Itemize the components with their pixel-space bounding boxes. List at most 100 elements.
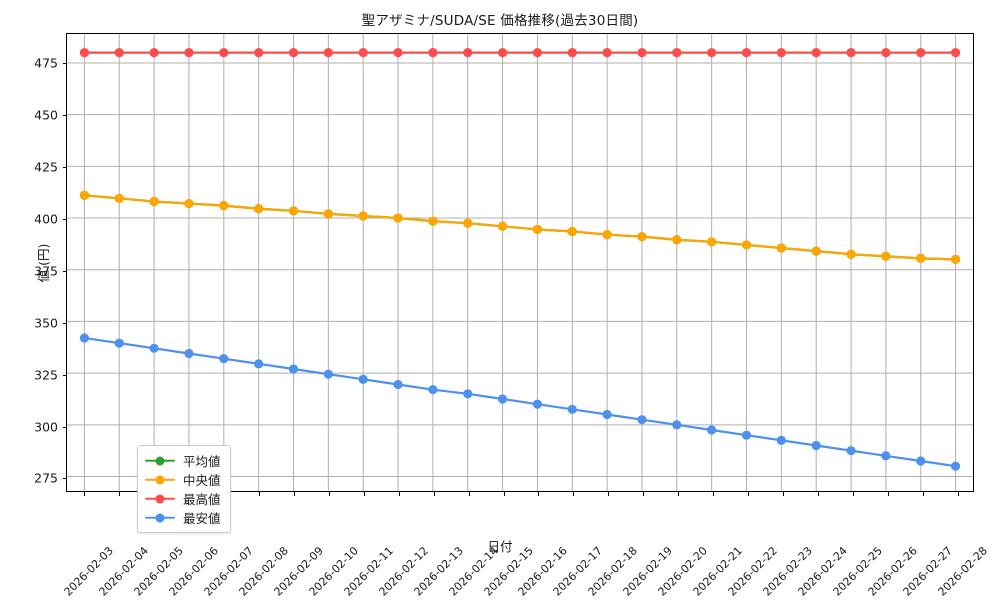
x-tick-mark bbox=[887, 491, 889, 496]
x-tick-mark bbox=[782, 491, 784, 496]
data-point bbox=[219, 48, 229, 58]
y-tick-mark bbox=[62, 218, 67, 220]
data-point bbox=[776, 48, 786, 58]
data-point bbox=[149, 196, 159, 207]
data-point bbox=[463, 48, 473, 58]
y-tick-label: 325 bbox=[34, 367, 58, 383]
data-point bbox=[254, 204, 264, 214]
x-tick-mark bbox=[433, 491, 435, 496]
data-point bbox=[149, 343, 159, 353]
data-point bbox=[916, 456, 926, 466]
y-tick-mark bbox=[62, 374, 67, 376]
data-point bbox=[950, 461, 961, 471]
y-tick-label: 400 bbox=[34, 211, 58, 227]
data-point bbox=[567, 48, 577, 58]
legend-swatch-icon bbox=[145, 512, 175, 524]
data-point bbox=[219, 201, 229, 211]
data-point bbox=[602, 230, 612, 240]
legend-swatch-icon bbox=[145, 493, 175, 505]
y-tick-label: 425 bbox=[34, 159, 58, 175]
data-point bbox=[254, 48, 264, 58]
legend-item[interactable]: 中央値 bbox=[145, 470, 221, 489]
data-point bbox=[637, 48, 647, 58]
y-tick-mark bbox=[62, 166, 67, 168]
data-point bbox=[79, 190, 90, 200]
data-point bbox=[358, 211, 368, 221]
data-point bbox=[393, 379, 403, 390]
data-point bbox=[323, 369, 333, 379]
data-point bbox=[602, 409, 612, 420]
legend-label: 平均値 bbox=[183, 454, 221, 469]
series-line bbox=[83, 194, 957, 261]
data-point bbox=[672, 235, 682, 245]
data-point bbox=[428, 216, 438, 226]
legend-swatch-icon bbox=[145, 455, 175, 467]
data-point bbox=[288, 364, 299, 374]
data-point bbox=[602, 48, 612, 58]
x-tick-mark bbox=[957, 491, 959, 496]
data-point bbox=[497, 394, 508, 404]
legend-item[interactable]: 最高値 bbox=[145, 489, 221, 508]
legend-swatch-icon bbox=[145, 474, 175, 486]
data-point bbox=[741, 430, 752, 440]
legend-item[interactable]: 平均値 bbox=[145, 451, 221, 470]
data-point bbox=[916, 48, 926, 58]
y-tick-label: 375 bbox=[34, 263, 58, 279]
data-point bbox=[428, 48, 438, 58]
x-axis-label: 日付 bbox=[487, 539, 513, 554]
x-tick-mark bbox=[643, 491, 645, 496]
data-point bbox=[184, 348, 194, 359]
data-point bbox=[811, 440, 821, 451]
data-point bbox=[776, 435, 786, 445]
x-tick-mark bbox=[328, 491, 330, 496]
data-point bbox=[950, 254, 961, 264]
data-point bbox=[323, 48, 333, 58]
legend-label: 最安値 bbox=[183, 511, 221, 526]
data-point bbox=[393, 213, 403, 223]
data-point bbox=[672, 420, 682, 430]
y-tick-mark bbox=[62, 322, 67, 324]
legend-item[interactable]: 最安値 bbox=[145, 508, 221, 527]
data-point bbox=[288, 48, 299, 58]
data-point bbox=[881, 48, 891, 58]
data-point bbox=[79, 333, 90, 343]
data-point bbox=[393, 48, 403, 58]
x-tick-mark bbox=[259, 491, 261, 496]
x-tick-mark bbox=[922, 491, 924, 496]
data-point bbox=[463, 389, 473, 399]
data-point bbox=[184, 198, 194, 209]
y-tick-label: 450 bbox=[34, 107, 58, 123]
data-point bbox=[358, 48, 368, 58]
data-point bbox=[811, 48, 821, 58]
x-tick-mark bbox=[398, 491, 400, 496]
data-point bbox=[916, 253, 926, 263]
data-point bbox=[254, 359, 264, 369]
data-point bbox=[950, 48, 961, 58]
x-tick-mark bbox=[678, 491, 680, 496]
data-point bbox=[497, 48, 508, 58]
x-tick-mark bbox=[713, 491, 715, 496]
data-point bbox=[741, 240, 752, 250]
y-tick-label: 300 bbox=[34, 419, 58, 435]
data-point bbox=[323, 209, 333, 219]
y-tick-mark bbox=[62, 426, 67, 428]
data-point bbox=[567, 226, 577, 237]
x-tick-mark bbox=[817, 491, 819, 496]
data-point bbox=[114, 338, 124, 348]
data-point bbox=[497, 221, 508, 231]
data-point bbox=[184, 48, 194, 58]
data-point bbox=[741, 48, 752, 58]
y-tick-mark bbox=[62, 115, 67, 116]
data-point bbox=[149, 48, 159, 58]
x-tick-mark bbox=[538, 491, 540, 496]
data-point bbox=[114, 193, 124, 203]
data-point bbox=[776, 243, 786, 253]
data-point bbox=[288, 206, 299, 216]
data-point bbox=[846, 446, 856, 456]
legend-label: 最高値 bbox=[183, 492, 221, 507]
data-point bbox=[532, 48, 543, 58]
data-point bbox=[532, 399, 543, 409]
plot-area: 値 (円) 275 300 325 350 375 400 425 450 475 2026-0… bbox=[34, 33, 989, 599]
chart-title: 聖アザミナ/SUDA/SE 価格推移(過去30日間) bbox=[361, 13, 639, 29]
